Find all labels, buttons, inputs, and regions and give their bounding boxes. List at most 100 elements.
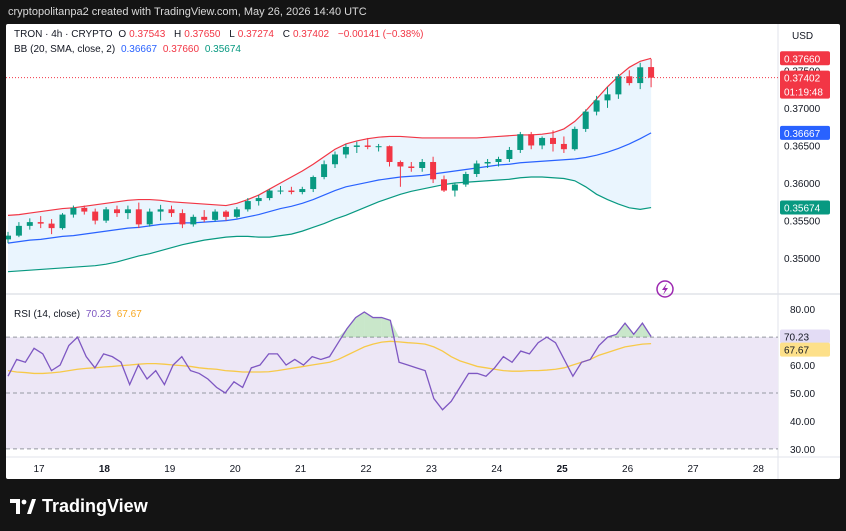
candle-body [179, 213, 186, 225]
candle-body [6, 235, 11, 240]
candle-body [517, 134, 524, 150]
candle-body [92, 211, 99, 221]
candle [441, 175, 447, 193]
candle [233, 207, 240, 219]
candle [451, 183, 458, 197]
bb-upper-price-tag: 0.37660 [784, 54, 821, 65]
rsi-overbought-fill [381, 317, 391, 338]
candle [70, 205, 77, 218]
candle [201, 210, 208, 223]
tradingview-logo[interactable]: TradingView [10, 496, 148, 517]
candle-body [648, 67, 655, 78]
candle-body [332, 154, 338, 165]
time-tick-label: 23 [426, 464, 438, 475]
candle-body [310, 177, 317, 190]
bb-lower-line [7, 176, 652, 273]
chart-canvas[interactable]: USD 0.35000 0.35500 0.36000 0.36500 0.37000 0.… [6, 24, 840, 479]
candle-body [168, 209, 175, 214]
currency-label: USD [792, 31, 813, 42]
last-price-tag-bg [780, 70, 830, 99]
bb-upper-line [7, 57, 652, 216]
candle [277, 186, 284, 195]
rsi-overbought-fill [364, 311, 374, 338]
chart-container[interactable]: USD 0.35000 0.35500 0.36000 0.36500 0.37000 0.… [6, 24, 840, 479]
candle [571, 126, 578, 151]
candle [255, 195, 262, 206]
candle [604, 86, 611, 108]
rsi-tick-label: 40.00 [790, 417, 815, 428]
candle [321, 160, 328, 180]
rsi-ma-tag-bg [780, 342, 830, 357]
candle [353, 141, 360, 153]
candle-body [397, 161, 404, 167]
candle [517, 131, 524, 153]
candle [114, 205, 120, 217]
candle-body [201, 216, 208, 220]
candle-body [81, 207, 88, 212]
candle [37, 216, 44, 229]
candle-body [571, 128, 578, 150]
price-tick-label: 0.35000 [784, 254, 821, 265]
rsi-value-tag: 70.23 [784, 332, 809, 343]
candle-body [288, 190, 295, 193]
legend-close: C 0.37402 [282, 29, 330, 40]
candle-body [277, 190, 284, 192]
candle-body [26, 222, 33, 226]
rsi-ma-line [7, 340, 652, 375]
rsi-tick-label: 50.00 [790, 389, 815, 400]
legend-change: −0.00141 (−0.38%) [337, 29, 424, 40]
bb-basis-price-tag-bg [780, 125, 830, 140]
candle [190, 214, 197, 227]
legend-high: H 0.37650 [174, 29, 221, 40]
last-price-tag-countdown: 01:19:48 [784, 88, 823, 99]
candle-body [615, 76, 622, 95]
time-tick-label: 27 [687, 464, 699, 475]
candle [244, 198, 251, 212]
candle-body [157, 209, 164, 212]
candle-body [495, 158, 502, 162]
candle-body [626, 76, 633, 84]
rsi-overbought-fill [338, 328, 347, 338]
rsi-overbought-fill [373, 317, 382, 338]
candle-body [539, 137, 546, 146]
candle-body [582, 111, 589, 129]
candle [386, 145, 393, 167]
candle [26, 218, 33, 230]
candle [648, 59, 655, 88]
bb-legend-name: BB (20, SMA, close, 2) [14, 44, 116, 55]
candle-body [637, 67, 644, 84]
candle [506, 146, 513, 162]
candle-body [190, 216, 197, 225]
candle [528, 131, 535, 150]
candle-body [375, 146, 382, 148]
bb-basis-price-tag: 0.36667 [784, 129, 821, 140]
candle-body [48, 223, 55, 229]
candle [342, 143, 349, 159]
candle-body [528, 134, 535, 146]
candle [462, 171, 469, 187]
candle [124, 205, 131, 220]
candle [103, 207, 110, 223]
candle-body [484, 161, 491, 164]
candle-body [353, 145, 360, 147]
candle [495, 156, 502, 167]
chart-credit: cryptopolitanpa2 created with TradingVie… [8, 6, 367, 18]
candle-body [124, 209, 131, 214]
price-legend: TRON · 4h · CRYPTO O 0.37543 H 0.37650 L 0.… [14, 29, 427, 40]
candle-body [15, 225, 22, 236]
time-tick-label: 20 [230, 464, 242, 475]
legend-low: L 0.37274 [229, 29, 274, 40]
lightning-bolt [662, 283, 668, 295]
candle-body [70, 207, 77, 215]
rsi-legend: RSI (14, close) 70.23 67.67 [14, 309, 145, 320]
candle-body [114, 209, 120, 214]
candle [6, 231, 11, 244]
rsi-overbought-fill [355, 311, 365, 338]
time-tick-label: 26 [622, 464, 634, 475]
candle-body [37, 222, 44, 224]
candle-body [342, 146, 349, 155]
candle [539, 136, 546, 150]
candle-body [146, 211, 153, 225]
candle-body [506, 149, 513, 159]
bb-legend-upper: 0.37660 [162, 44, 200, 55]
